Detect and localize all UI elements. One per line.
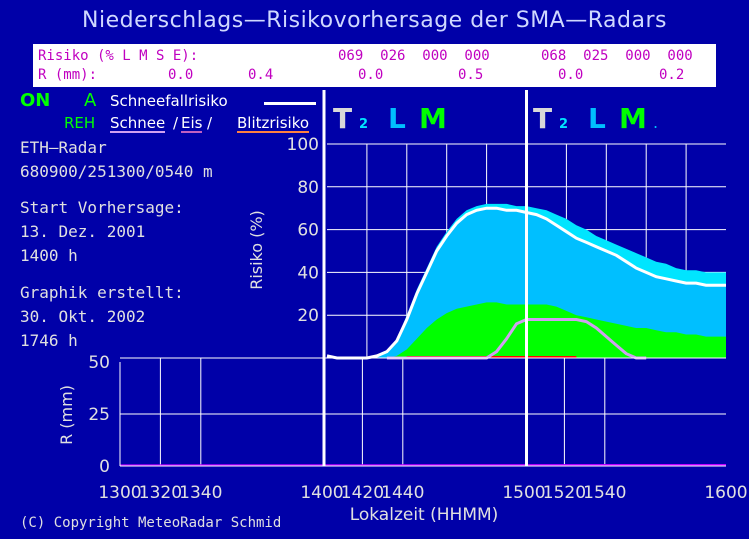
x-tick-label: 1600 (704, 483, 747, 503)
rain-value: 0.0 (358, 67, 384, 83)
period-mark-m: M (619, 102, 647, 135)
legend-slash: / (173, 114, 179, 132)
rain-value: 0.0 (558, 67, 584, 83)
period-mark-number: 2 (559, 117, 568, 132)
rain-tick-label: 0 (99, 457, 110, 477)
created-time: 1746 h (20, 331, 78, 350)
period-mark-l: L (588, 102, 606, 135)
risk-tick-label: 80 (297, 178, 319, 198)
period-mark-t: T (333, 102, 352, 135)
x-tick-label: 1320 (139, 483, 182, 503)
risk-axis-label: Risiko (%) (247, 210, 266, 290)
legend-on: ON (20, 90, 51, 111)
legend-snow: Schnee (110, 114, 166, 133)
created-date: 30. Okt. 2002 (20, 307, 146, 326)
risk-tick-label: 20 (297, 306, 319, 326)
risk-tick-label: 60 (297, 221, 319, 241)
forecast-start-time: 1400 h (20, 246, 78, 265)
x-tick-label: 1420 (341, 483, 384, 503)
period-mark-t: T (533, 102, 552, 135)
x-tick-label: 1520 (543, 483, 586, 503)
x-tick-label: 1540 (583, 483, 626, 503)
x-tick-label: 1440 (381, 483, 424, 503)
legend-a: A (84, 90, 97, 111)
period-mark-dot: . (653, 113, 658, 132)
risk-group-2: 068 025 000 000 (541, 48, 693, 64)
legend-slash: / (207, 114, 213, 132)
risk-group-1: 069 026 000 000 (338, 48, 490, 64)
station-coords: 680900/251300/0540 m (20, 162, 213, 181)
rain-tick-label: 50 (88, 353, 110, 373)
legend-ice: Eis (181, 114, 203, 133)
rain-value: 0.5 (458, 67, 484, 83)
rain-value: 0.0 (168, 67, 194, 83)
legend-snowfall-swatch (264, 102, 316, 105)
rain-label: R (mm): (38, 67, 98, 83)
risk-label: Risiko (% L M S E): (38, 48, 199, 64)
period-mark-m: M (419, 102, 447, 135)
station-name: ETH—Radar (20, 138, 107, 157)
legend-lightning: Blitzrisiko (237, 114, 310, 133)
rain-value: 0.2 (659, 67, 685, 83)
legend-reh: REH (64, 114, 96, 132)
legend-snowfall-risk: Schneefallrisiko (110, 92, 228, 110)
x-tick-label: 1500 (502, 483, 545, 503)
chart-title: Niederschlags—Risikovorhersage der SMA—R… (82, 8, 667, 33)
info-box: Risiko (% L M S E): R (mm): 069 026 000 … (33, 44, 716, 87)
copyright: (C) Copyright MeteoRadar Schmid (20, 515, 282, 531)
forecast-start-label: Start Vorhersage: (20, 198, 184, 217)
x-axis-label: Lokalzeit (HHMM) (350, 505, 499, 525)
created-label: Graphik erstellt: (20, 283, 184, 302)
x-tick-label: 1400 (300, 483, 343, 503)
x-tick-label: 1300 (98, 483, 141, 503)
risk-tick-label: 100 (287, 135, 319, 155)
rain-tick-label: 25 (88, 405, 110, 425)
x-tick-label: 1340 (179, 483, 222, 503)
risk-tick-label: 40 (297, 263, 319, 283)
period-mark-l: L (388, 102, 406, 135)
forecast-start-date: 13. Dez. 2001 (20, 222, 146, 241)
rain-value: 0.4 (248, 67, 274, 83)
rain-axis-label: R (mm) (57, 385, 76, 445)
period-mark-number: 2 (359, 117, 368, 132)
frame (119, 90, 726, 467)
